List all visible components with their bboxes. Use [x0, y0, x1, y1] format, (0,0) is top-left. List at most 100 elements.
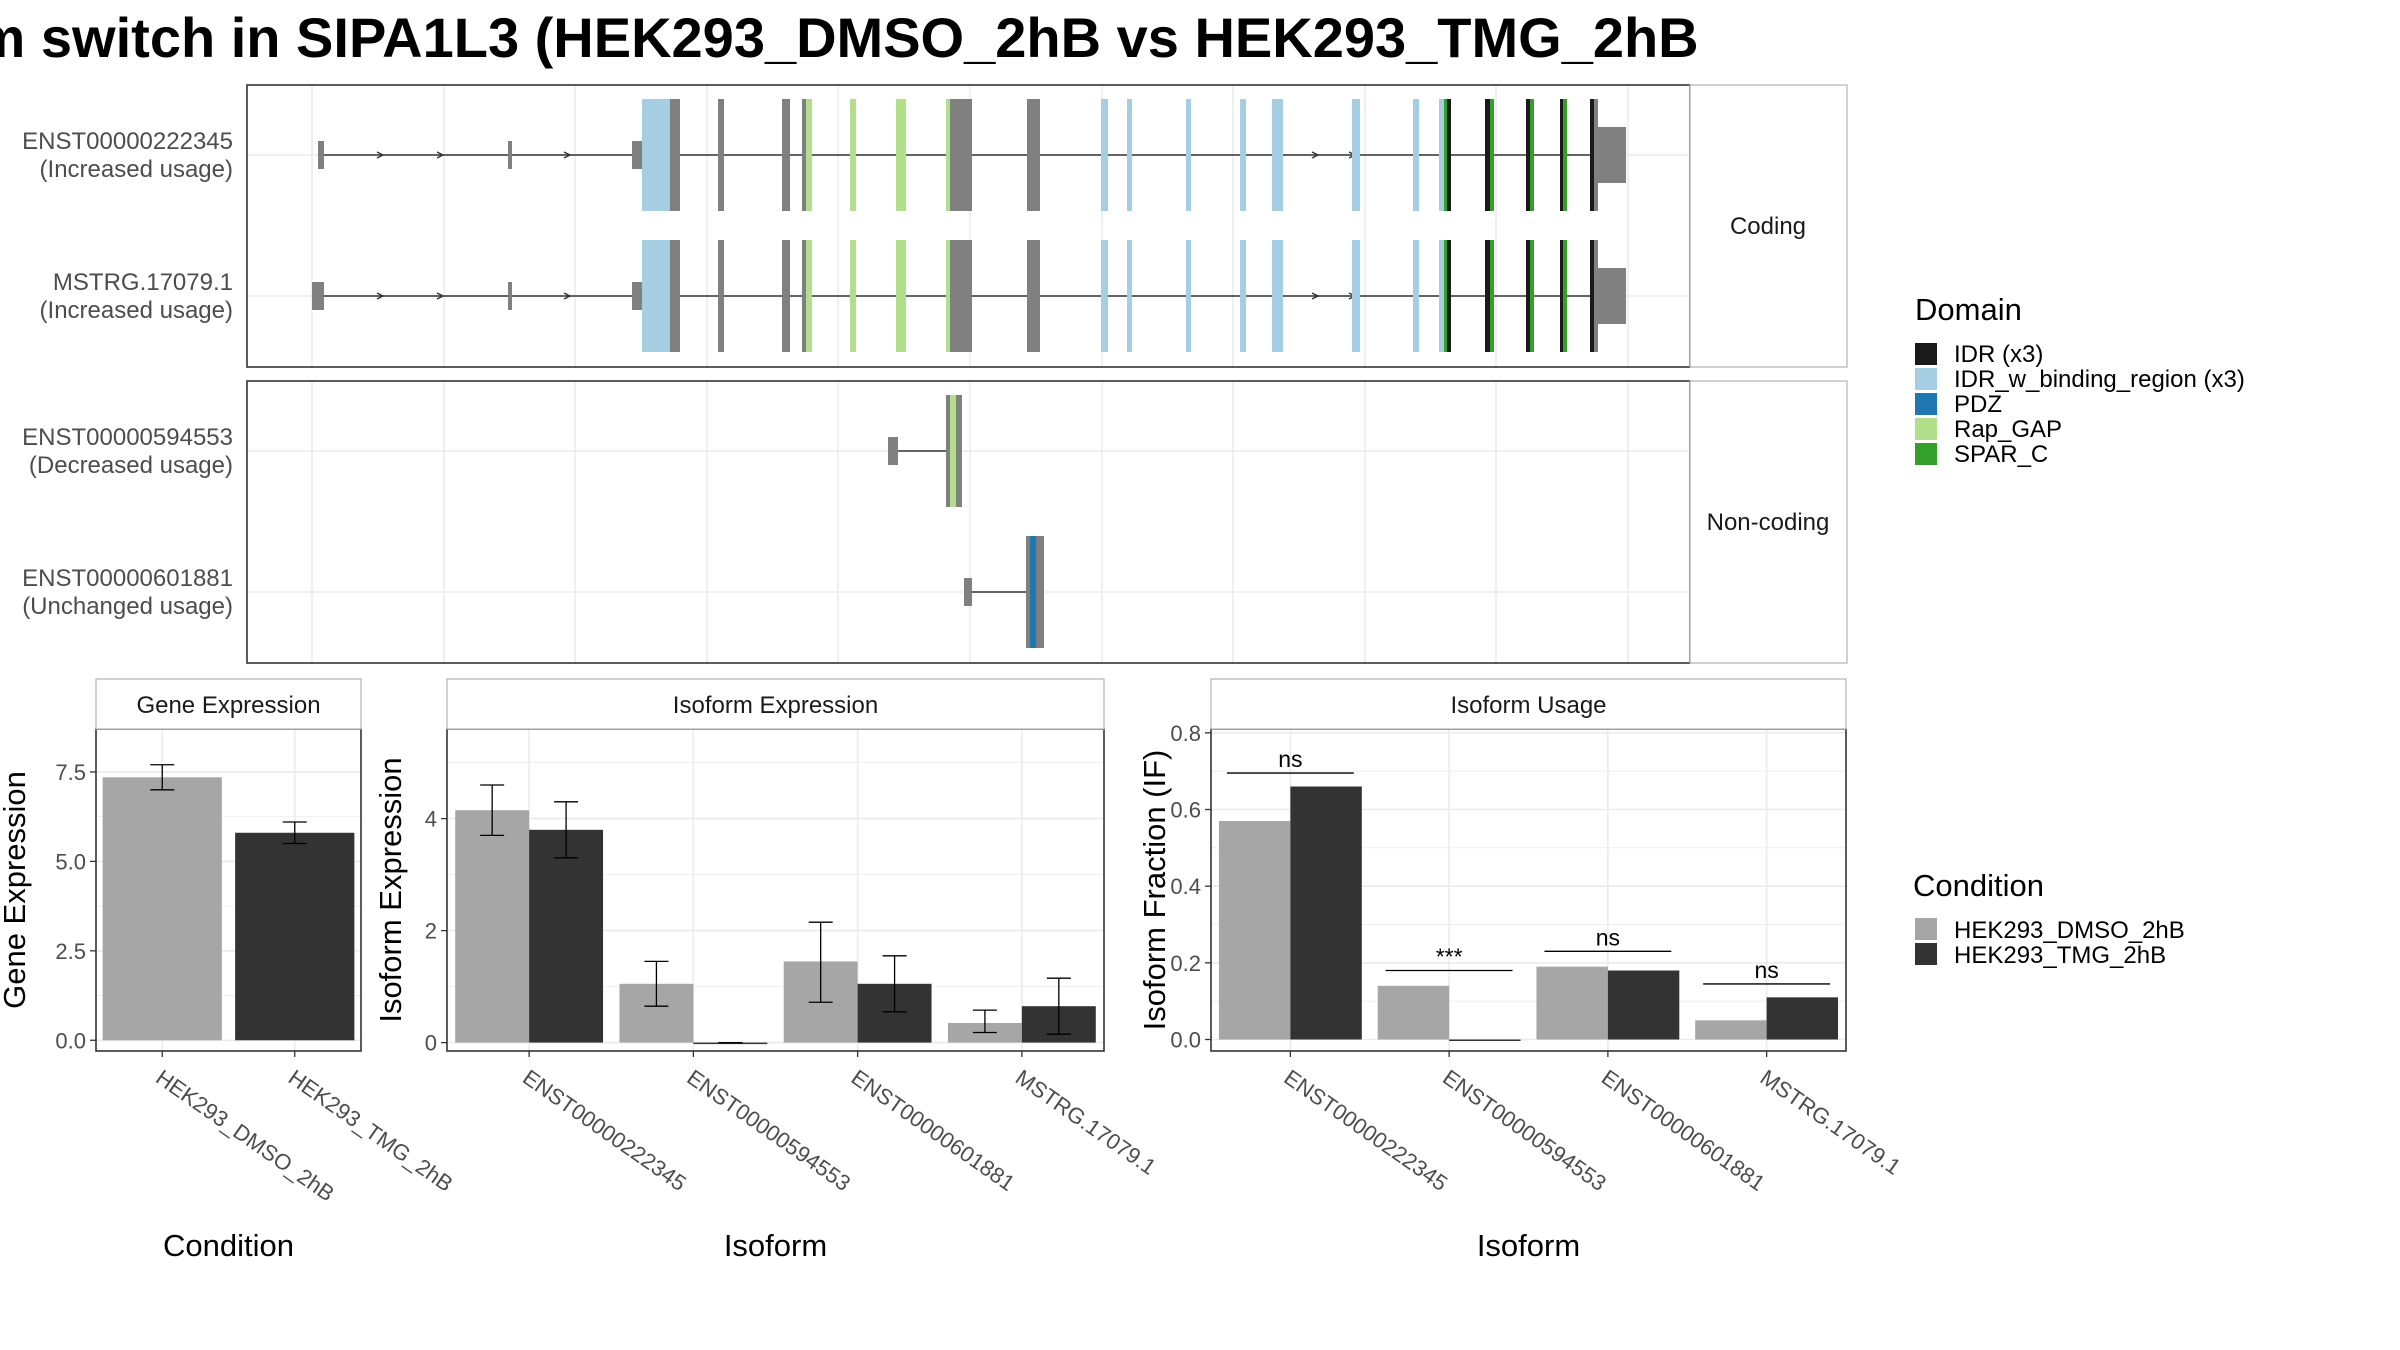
domain-segment	[1485, 99, 1490, 211]
bar-HEK293_TMG_2hB-ENST00000601881	[1607, 970, 1680, 1040]
exon	[312, 282, 324, 310]
exon	[1598, 127, 1626, 183]
domain-segment	[1526, 99, 1530, 211]
legend-swatch-idr-binding	[1915, 368, 1937, 390]
domain-segment	[1439, 99, 1444, 211]
structure-panel-noncoding	[247, 381, 1690, 663]
legend-label-spar-c: SPAR_C	[1954, 441, 2048, 468]
legend-item-spar-c: SPAR_C	[1915, 441, 2048, 468]
exon	[632, 141, 642, 169]
isoform-label-1: MSTRG.17079.1 (Increased usage)	[40, 269, 233, 324]
domain-segment	[1526, 240, 1530, 352]
domain-segment	[1272, 240, 1283, 352]
isoform-track-3	[964, 536, 1044, 648]
isoform-usage-label: (Increased usage)	[40, 297, 233, 324]
exon	[508, 282, 512, 310]
legend-swatch-idr	[1915, 343, 1937, 365]
y-tick-label: 0.6	[1170, 798, 1201, 823]
exon	[950, 99, 956, 211]
significance-label: ns	[1278, 746, 1302, 772]
facet-strip-coding	[1689, 84, 1848, 368]
exon	[670, 240, 680, 352]
legend-label-dmso: HEK293_DMSO_2hB	[1954, 917, 2185, 944]
exon	[318, 141, 324, 169]
x-axis-title: Isoform	[1477, 1228, 1580, 1263]
isoform-label-3: ENST00000601881 (Unchanged usage)	[22, 565, 233, 620]
x-tick-label: ENST00000222345	[1280, 1065, 1453, 1196]
legend-swatch-tmg	[1915, 943, 1937, 965]
exon	[1027, 240, 1040, 352]
facet-label-noncoding: Non-coding	[1707, 509, 1830, 536]
y-tick-label: 7.5	[55, 760, 86, 785]
significance-label: ns	[1754, 957, 1778, 983]
isoform-id-label: ENST00000594553	[22, 424, 233, 451]
x-tick-label: ENST00000594553	[683, 1065, 856, 1196]
domain-segment	[1030, 536, 1036, 648]
bar-HEK293_DMSO_2hB-ENST00000222345	[1218, 821, 1291, 1040]
exon	[718, 99, 724, 211]
domain-segment	[642, 99, 648, 211]
isoform-usage-label: (Increased usage)	[40, 156, 233, 183]
legend-label-pdz: PDZ	[1954, 391, 2002, 418]
domain-segment	[1490, 99, 1494, 211]
bar-HEK293_TMG_2hB-HEK293_TMG_2hB	[235, 832, 355, 1041]
y-tick-label: 0.0	[55, 1028, 86, 1053]
strand-arrow	[563, 292, 572, 300]
exon	[1598, 268, 1626, 324]
figure-title: Isoform switch in SIPA1L3 (HEK293_DMSO_2…	[0, 6, 1699, 69]
y-tick-label: 0.0	[1170, 1028, 1201, 1053]
bar-HEK293_TMG_2hB-ENST00000594553	[693, 1042, 768, 1045]
isoform-id-label: ENST00000601881	[22, 565, 233, 592]
isoform-id-label: MSTRG.17079.1	[53, 269, 233, 296]
exon	[1027, 99, 1040, 211]
isoform-track-1	[312, 240, 1626, 352]
domain-segment	[1590, 99, 1594, 211]
exon	[956, 240, 962, 352]
exon	[956, 395, 962, 507]
domain-legend: Domain IDR (x3) IDR_w_binding_region (x3…	[1915, 292, 2245, 468]
domain-segment	[1590, 240, 1594, 352]
domain-segment	[1444, 99, 1447, 211]
y-axis-title: Isoform Fraction (IF)	[1137, 750, 1172, 1031]
domain-segment	[648, 99, 660, 211]
x-tick-label: ENST00000601881	[847, 1065, 1020, 1196]
domain-segment	[1560, 99, 1563, 211]
exon	[1594, 99, 1598, 211]
panel-strip	[95, 678, 362, 730]
strand-arrow	[1311, 151, 1320, 159]
y-tick-label: 2.5	[55, 939, 86, 964]
domain-segment	[1101, 99, 1108, 211]
bar-HEK293_TMG_2hB-MSTRG.17079.1	[1766, 997, 1839, 1040]
domain-segment	[1413, 240, 1419, 352]
bar-HEK293_DMSO_2hB-ENST00000594553	[1377, 985, 1450, 1040]
x-tick-label: MSTRG.17079.1	[1756, 1065, 1906, 1180]
isoform-label-2: ENST00000594553 (Decreased usage)	[22, 424, 233, 479]
facet-strip-noncoding	[1689, 380, 1848, 664]
y-tick-label: 4	[425, 807, 437, 832]
bar-HEK293_DMSO_2hB-HEK293_DMSO_2hB	[102, 777, 222, 1041]
domain-segment	[946, 240, 950, 352]
exon	[508, 141, 512, 169]
x-tick-label: ENST00000222345	[518, 1065, 691, 1196]
panel-strip	[446, 678, 1105, 730]
x-axis-title: Isoform	[724, 1228, 827, 1263]
exon	[1026, 536, 1030, 648]
exon	[782, 99, 790, 211]
domain-segment	[1563, 240, 1567, 352]
legend-item-tmg: HEK293_TMG_2hB	[1915, 942, 2166, 969]
domain-segment	[1530, 240, 1534, 352]
significance-label: ***	[1436, 944, 1463, 970]
legend-swatch-rap-gap	[1915, 418, 1937, 440]
domain-segment	[660, 99, 664, 211]
x-tick-label: ENST00000594553	[1438, 1065, 1611, 1196]
legend-label-tmg: HEK293_TMG_2hB	[1954, 942, 2166, 969]
domain-segment	[946, 99, 950, 211]
legend-item-idr: IDR (x3)	[1915, 341, 2043, 368]
domain-segment	[642, 240, 648, 352]
isoform-label-0: ENST00000222345 (Increased usage)	[22, 128, 233, 183]
domain-segment	[896, 99, 906, 211]
legend-swatch-spar-c	[1915, 443, 1937, 465]
isoform-id-label: ENST00000222345	[22, 128, 233, 155]
domain-segment	[664, 99, 670, 211]
y-tick-label: 0.4	[1170, 874, 1201, 899]
